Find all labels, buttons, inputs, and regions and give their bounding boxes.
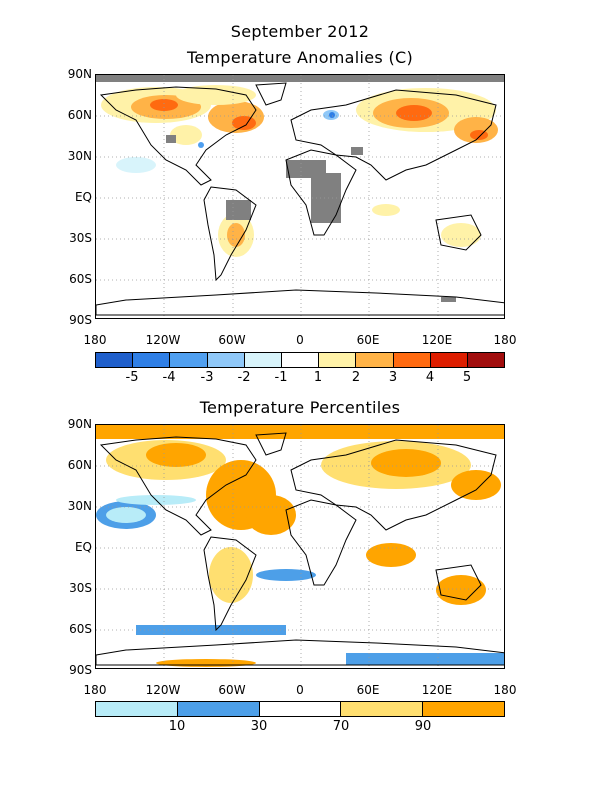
- colorbar-label: -1: [274, 370, 288, 385]
- lat-label: 60N: [67, 458, 92, 472]
- swatch: [244, 353, 282, 367]
- missing-data-south: [96, 318, 505, 319]
- swatch: [177, 702, 260, 716]
- colorbar-label: 90: [414, 719, 432, 734]
- lon-label: 120W: [145, 333, 181, 347]
- anomaly-map: [95, 74, 505, 319]
- lon-label: 180: [493, 683, 517, 697]
- swatch: [393, 353, 431, 367]
- anomaly-map-title: Temperature Anomalies (C): [186, 48, 413, 67]
- colorbar-label: 4: [425, 370, 435, 385]
- swatch: [467, 353, 505, 367]
- percentile-colorbar: [95, 701, 505, 717]
- lon-label: 60E: [356, 683, 380, 697]
- swatch: [96, 702, 178, 716]
- swatch: [207, 353, 245, 367]
- lon-label: 0: [296, 333, 304, 347]
- swatch: [259, 702, 342, 716]
- colorbar-label: 2: [351, 370, 361, 385]
- swatch: [319, 353, 357, 367]
- lat-label: 60S: [69, 272, 92, 286]
- lat-label: 30S: [69, 231, 92, 245]
- swatch: [341, 702, 424, 716]
- swatch: [356, 353, 394, 367]
- missing-data-patches: [166, 135, 456, 302]
- lat-label: 30S: [69, 581, 92, 595]
- lat-label: 90S: [69, 663, 92, 677]
- lon-label: 180: [493, 333, 517, 347]
- lat-label: 90N: [67, 67, 92, 81]
- lat-label: 90S: [69, 313, 92, 327]
- lat-label: 90N: [67, 417, 92, 431]
- lon-label: 120E: [421, 683, 453, 697]
- percentile-map: [95, 424, 505, 669]
- swatch: [423, 702, 504, 716]
- lon-label: 180: [83, 333, 107, 347]
- percentile-map-title: Temperature Percentiles: [199, 398, 401, 417]
- colorbar-label: 10: [168, 719, 186, 734]
- lat-label: EQ: [74, 540, 92, 554]
- lon-label: 60W: [218, 683, 246, 697]
- lon-label: 0: [296, 683, 304, 697]
- lat-label: 30N: [67, 499, 92, 513]
- colorbar-label: -5: [125, 370, 139, 385]
- lat-label: EQ: [74, 190, 92, 204]
- colorbar-label: 5: [462, 370, 472, 385]
- colorbar-label: -4: [162, 370, 176, 385]
- lon-label: 60W: [218, 333, 246, 347]
- colorbar-label: -2: [237, 370, 251, 385]
- colorbar-label: 1: [313, 370, 323, 385]
- swatch: [170, 353, 208, 367]
- lon-label: 180: [83, 683, 107, 697]
- lon-label: 60E: [356, 333, 380, 347]
- anomaly-patches: [101, 85, 498, 257]
- page-title: September 2012: [230, 22, 370, 41]
- colorbar-label: 3: [388, 370, 398, 385]
- missing-data-north: [96, 75, 504, 82]
- lon-label: 120W: [145, 683, 181, 697]
- anomaly-map-canvas: [96, 75, 505, 319]
- colorbar-label: -3: [200, 370, 214, 385]
- coastlines: [96, 432, 504, 666]
- lat-label: 60N: [67, 108, 92, 122]
- lat-label: 30N: [67, 149, 92, 163]
- swatch: [96, 353, 134, 367]
- swatch: [430, 353, 468, 367]
- coastlines: [96, 82, 504, 316]
- percentile-patches: [96, 425, 504, 667]
- lon-label: 120E: [421, 333, 453, 347]
- percentile-map-canvas: [96, 425, 504, 668]
- anomaly-colorbar: [95, 352, 505, 368]
- lat-label: 60S: [69, 622, 92, 636]
- colorbar-label: 30: [250, 719, 268, 734]
- colorbar-label: 70: [332, 719, 350, 734]
- swatch: [281, 353, 320, 367]
- swatch: [133, 353, 171, 367]
